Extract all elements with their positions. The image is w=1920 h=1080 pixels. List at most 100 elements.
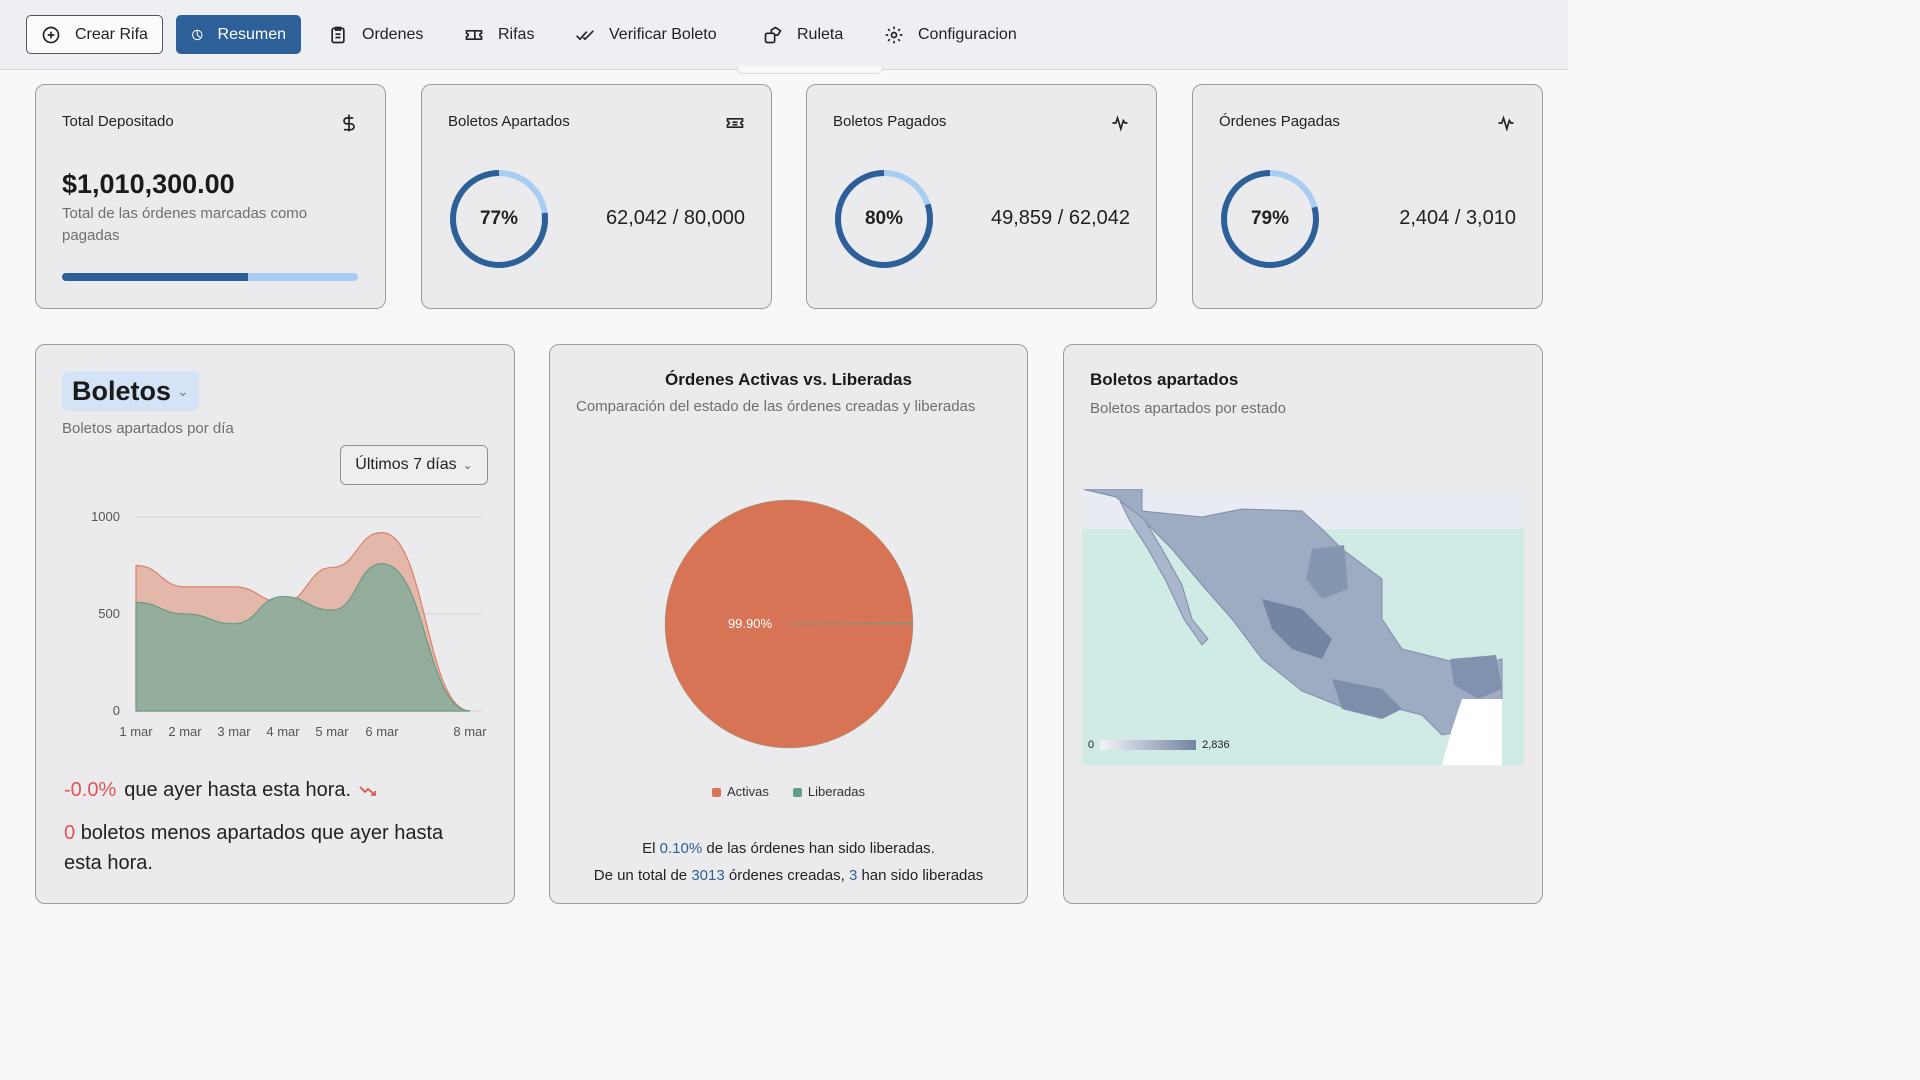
y-tick-label: 500: [98, 606, 120, 621]
gear-icon: [885, 26, 903, 43]
y-tick-label: 1000: [91, 509, 120, 524]
dice-icon: [764, 26, 782, 43]
date-range-select[interactable]: Últimos 7 días ⌄: [340, 445, 488, 485]
nav-settings-label: Configuracion: [918, 25, 1017, 43]
trend-count-text: boletos menos apartados que ayer hasta e…: [64, 822, 444, 874]
nav-raffles-tab[interactable]: Rifas: [450, 15, 548, 54]
released-orders: 3: [848, 867, 858, 884]
activity-icon: [1112, 115, 1128, 132]
nav-summary-tab[interactable]: Resumen: [176, 15, 301, 54]
footnote-text: El: [642, 840, 656, 857]
legend-swatch-released: [792, 788, 802, 798]
orders-ratio: 2,404 / 3,010: [1399, 207, 1516, 229]
pie-chart-icon: [192, 29, 203, 40]
footnote-text: de las órdenes han sido liberadas.: [706, 840, 935, 857]
legend-label-released: Liberadas: [807, 784, 865, 799]
ticket-icon: [726, 118, 744, 128]
orders-pie-chart: 99.90%: [664, 499, 914, 749]
pie-slice-label: 99.90%: [728, 616, 773, 631]
paid-tickets-title: Boletos Pagados: [833, 113, 947, 130]
pie-legend: Activas Liberadas: [550, 784, 1027, 799]
tickets-map-panel: Boletos apartados Boletos apartados por …: [1063, 344, 1543, 904]
trend-line: -0.0% que ayer hasta esta hora.: [64, 779, 377, 802]
paid-progress-ring: [835, 170, 933, 268]
total-deposited-subtitle: Total de las órdenes marcadas como pagad…: [62, 205, 308, 244]
area-series: [135, 562, 471, 712]
legend-swatch-active: [711, 788, 721, 798]
reserved-tickets-title: Boletos Apartados: [448, 113, 570, 130]
map-subtitle: Boletos apartados por estado: [1090, 400, 1286, 417]
tickets-metric-select[interactable]: Boletos ⌄: [62, 371, 199, 411]
tickets-subtitle: Boletos apartados por día: [62, 420, 234, 437]
double-check-icon: [576, 29, 594, 40]
orders-footnote-2: De un total de 3013 órdenes creadas, 3 h…: [550, 867, 1027, 884]
total-orders: 3013: [691, 867, 725, 884]
orders-pie-panel: Órdenes Activas vs. Liberadas Comparació…: [549, 344, 1028, 904]
chevron-down-icon: ⌄: [177, 382, 189, 399]
total-deposited-amount: $1,010,300.00: [62, 169, 235, 199]
paid-orders-title: Órdenes Pagadas: [1219, 113, 1340, 130]
reserved-tickets-card: Boletos Apartados 77% 62,042 / 80,000: [421, 84, 772, 309]
nav-verify-ticket-tab[interactable]: Verificar Boleto: [561, 15, 731, 54]
trend-percent: -0.0%: [64, 779, 117, 801]
x-tick-label: 2 mar: [168, 724, 202, 739]
legend-label-active: Activas: [726, 784, 769, 799]
orders-progress-ring: [1221, 170, 1319, 268]
footnote-text: órdenes creadas,: [728, 867, 845, 884]
orders-footnote-1: El 0.10% de las órdenes han sido liberad…: [550, 840, 1027, 857]
nav-settings-tab[interactable]: Configuracion: [870, 15, 1031, 54]
nav-verify-ticket-label: Verificar Boleto: [609, 25, 717, 43]
ring-progress: [835, 170, 933, 268]
legend-item-released[interactable]: Liberadas: [792, 784, 865, 799]
reserved-progress-ring: [450, 170, 548, 268]
released-percent: 0.10%: [659, 840, 703, 857]
orders-pie-subtitle: Comparación del estado de las órdenes cr…: [576, 398, 976, 415]
clipboard-icon: [331, 26, 345, 43]
scale-max-label: 2,836: [1202, 739, 1230, 751]
trend-count: 0: [64, 822, 76, 844]
orders-percent: 79%: [1250, 208, 1290, 229]
reserved-percent: 77%: [479, 208, 519, 229]
paid-tickets-card: Boletos Pagados 80% 49,859 / 62,042: [806, 84, 1157, 309]
map-title: Boletos apartados: [1090, 370, 1239, 389]
orders-pie-title: Órdenes Activas vs. Liberadas: [665, 370, 912, 389]
total-deposited-card: Total Depositado $1,010,300.00 Total de …: [35, 84, 386, 309]
x-tick-label: 3 mar: [217, 724, 251, 739]
collapsed-tab-handle[interactable]: [737, 66, 883, 74]
nav-raffles-label: Rifas: [498, 25, 535, 43]
mexico-choropleth-map[interactable]: 0 2,836: [1082, 489, 1524, 765]
map-color-scale: 0 2,836: [1088, 739, 1230, 751]
tickets-area-chart: 0 500 1000 1 mar 2 mar 3 mar 4 mar 5 mar 6 mar 8 …: [91, 509, 487, 739]
total-deposited-title: Total Depositado: [62, 113, 174, 130]
date-range-label: Últimos 7 días: [355, 456, 457, 473]
x-tick-label: 1 mar: [119, 724, 153, 739]
trending-down-icon: [359, 785, 376, 796]
trend-count-line: 0 boletos menos apartados que ayer hasta…: [64, 818, 484, 878]
reserved-ratio: 62,042 / 80,000: [605, 207, 745, 229]
legend-item-active[interactable]: Activas: [711, 784, 769, 799]
plus-circle-icon: [42, 26, 60, 43]
nav-roulette-label: Ruleta: [797, 25, 844, 43]
scale-gradient: [1100, 740, 1197, 750]
pie-slice[interactable]: [788, 623, 914, 625]
footnote-text: De un total de: [593, 867, 688, 884]
dollar-icon: [343, 114, 355, 132]
x-tick-label: 5 mar: [315, 724, 349, 739]
tickets-metric-label: Boletos: [72, 375, 172, 406]
nav-orders-label: Ordenes: [362, 25, 424, 43]
nav-roulette-tab[interactable]: Ruleta: [749, 15, 857, 54]
nav-orders-tab[interactable]: Ordenes: [314, 15, 437, 54]
ring-progress: [1221, 170, 1319, 268]
x-tick-label: 6 mar: [365, 724, 399, 739]
ticket-icon: [465, 29, 483, 40]
chevron-down-icon: ⌄: [462, 458, 473, 472]
x-tick-label: 4 mar: [266, 724, 300, 739]
paid-percent: 80%: [864, 208, 904, 229]
tickets-chart-panel: Boletos ⌄ Boletos apartados por día Últi…: [35, 344, 515, 904]
ring-progress: [450, 170, 548, 268]
activity-icon: [1498, 115, 1514, 132]
footnote-text: han sido liberadas: [861, 867, 984, 884]
x-tick-label: 8 mar: [453, 724, 487, 739]
create-raffle-button[interactable]: Crear Rifa: [26, 15, 163, 54]
scale-min-label: 0: [1088, 739, 1095, 751]
